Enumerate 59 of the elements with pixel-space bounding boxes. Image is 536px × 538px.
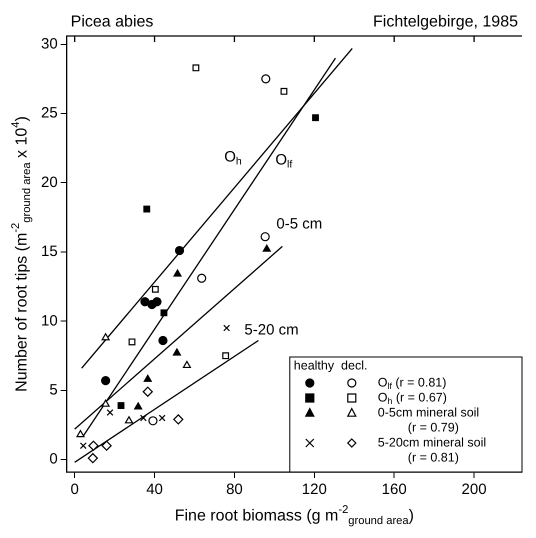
legend-label: 0-5cm mineral soil (r = 0.79) xyxy=(378,405,480,434)
x-tick-label: 160 xyxy=(382,481,407,498)
x-tick-label: 200 xyxy=(462,481,487,498)
y-tick-label: 0 xyxy=(49,450,58,468)
point xyxy=(174,246,184,256)
point xyxy=(172,348,181,356)
point xyxy=(134,402,142,410)
point xyxy=(262,244,271,252)
series-label: 0-5 cm xyxy=(276,216,322,233)
point xyxy=(88,440,99,451)
y-tick-label: 15 xyxy=(40,243,58,260)
x-tick-label: 0 xyxy=(70,481,79,498)
point xyxy=(142,386,153,397)
y-tick-label: 25 xyxy=(40,104,58,122)
point xyxy=(124,416,134,424)
point xyxy=(222,352,230,360)
point xyxy=(223,324,230,332)
y-tick-label: 10 xyxy=(40,312,58,330)
point xyxy=(80,442,87,450)
point xyxy=(152,286,159,293)
point xyxy=(158,414,166,422)
point xyxy=(76,430,85,438)
point xyxy=(140,414,147,422)
point xyxy=(140,297,150,306)
point xyxy=(261,74,270,84)
point xyxy=(280,88,288,95)
y-tick-label: 5 xyxy=(49,381,58,398)
point xyxy=(102,333,110,340)
point xyxy=(260,232,270,242)
y-tick-label: 20 xyxy=(40,174,58,191)
point xyxy=(160,309,168,316)
point xyxy=(118,402,124,409)
point xyxy=(158,336,168,346)
chart-title: Picea abies xyxy=(70,13,154,30)
point xyxy=(144,374,152,382)
point xyxy=(173,269,182,277)
x-tick-label: 80 xyxy=(226,481,243,498)
point xyxy=(182,360,191,368)
point xyxy=(173,414,184,425)
point xyxy=(152,297,162,306)
series-label: 5-20 cm xyxy=(244,322,299,339)
point xyxy=(102,440,112,451)
point xyxy=(197,274,206,283)
legend-label: 5-20cm mineral soil (r = 0.81) xyxy=(378,435,486,464)
point xyxy=(101,376,110,386)
point xyxy=(106,409,114,416)
legend-title: healthy decl. xyxy=(294,358,368,372)
x-tick-label: 120 xyxy=(302,481,327,498)
x-tick-label: 40 xyxy=(146,481,163,498)
chart-subtitle: Fichtelgebirge, 1985 xyxy=(373,13,518,30)
y-tick-label: 30 xyxy=(40,35,58,52)
point xyxy=(128,338,136,346)
point xyxy=(88,453,98,464)
point xyxy=(143,206,150,212)
y-axis-title: Number of root tips (m-2ground area x 104) xyxy=(10,116,33,392)
point xyxy=(312,114,319,122)
point xyxy=(192,64,200,72)
point xyxy=(148,416,158,426)
point xyxy=(102,400,110,407)
